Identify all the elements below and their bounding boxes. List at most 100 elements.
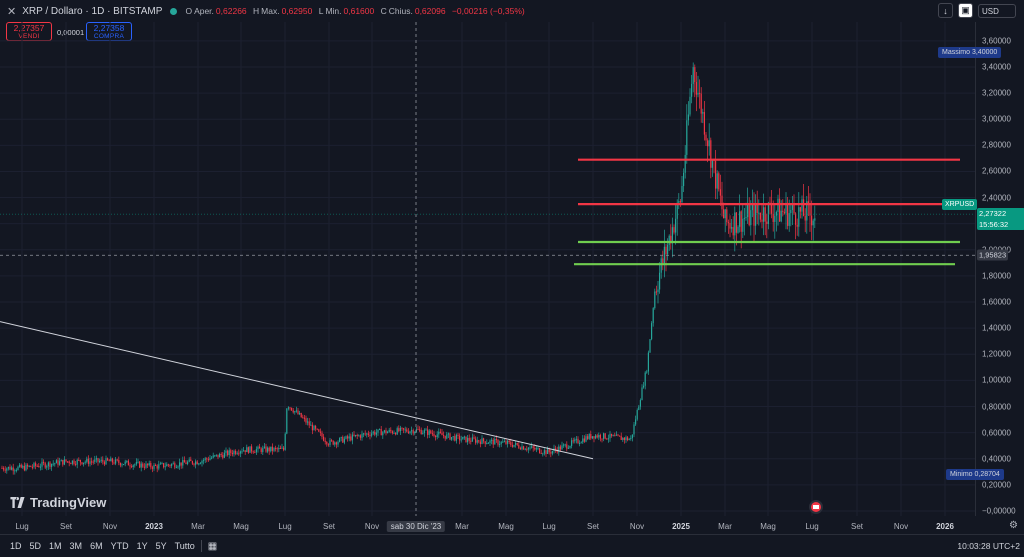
spread-value: 0,00001 — [57, 28, 85, 37]
candle-body — [110, 458, 112, 462]
candle-body — [598, 434, 600, 438]
candle-body — [214, 455, 216, 457]
candle-body — [585, 436, 587, 442]
candle-body — [6, 468, 8, 471]
trendline[interactable] — [0, 213, 975, 460]
candle-body — [169, 465, 171, 467]
range-button-1m[interactable]: 1M — [49, 541, 62, 551]
time-axis[interactable]: Lug Set Nov 2023 Mar Mag Lug Set Nov Mar Mag Lug Set… — [0, 516, 975, 534]
clock[interactable]: 10:03:28 UTC+2 — [957, 541, 1020, 551]
time-tick: Mag — [498, 522, 514, 531]
candle-body — [795, 213, 797, 225]
candle-body — [404, 429, 406, 431]
candle-body — [84, 461, 86, 463]
candle-body — [75, 463, 77, 465]
candle-body — [583, 438, 585, 442]
candle-body — [39, 466, 41, 468]
candle-body — [403, 428, 405, 430]
candle-body — [199, 463, 201, 465]
candle-body — [215, 454, 217, 456]
download-icon[interactable]: ↓ — [938, 3, 953, 18]
candle-body — [108, 460, 110, 462]
screenshot-icon[interactable]: ▣ — [958, 3, 973, 18]
range-button-tutto[interactable]: Tutto — [174, 541, 195, 551]
candle-body — [483, 438, 485, 442]
candle-body — [351, 434, 353, 441]
candle-body — [126, 460, 128, 462]
sell-price: 2,27357 — [13, 23, 45, 33]
range-button-5y[interactable]: 5Y — [155, 541, 167, 551]
max-value: 3,40000 — [971, 49, 998, 56]
candle-body — [755, 203, 757, 226]
candle-body — [651, 323, 653, 340]
close-icon[interactable]: ✕ — [7, 5, 17, 18]
low-text: Min. — [325, 6, 342, 16]
candle-body — [775, 211, 777, 216]
candle-body — [659, 272, 661, 290]
candle-body — [339, 438, 341, 442]
candle-body — [676, 202, 678, 219]
candle-body — [451, 437, 453, 440]
candle-body — [100, 459, 102, 462]
date-range-icon[interactable]: ▦ — [207, 540, 218, 552]
candle-body — [166, 464, 168, 467]
range-button-1y[interactable]: 1Y — [136, 541, 148, 551]
chart-pane[interactable] — [0, 22, 975, 516]
symbol-title[interactable]: XRP / Dollaro · 1D · BITSTAMP — [22, 5, 163, 17]
candle-body — [681, 186, 683, 203]
range-button-1d[interactable]: 1D — [10, 541, 22, 551]
candle-body — [259, 446, 261, 449]
market-status-icon — [170, 7, 178, 15]
candle-body — [759, 212, 761, 220]
candle-body — [263, 446, 265, 448]
settings-gear-icon[interactable]: ⚙ — [1009, 520, 1018, 531]
candle-body — [724, 209, 726, 219]
candle-body — [252, 451, 254, 453]
time-tick: Lug — [15, 522, 29, 531]
candle-body — [257, 446, 259, 450]
candle-body — [601, 438, 603, 440]
range-button-6m[interactable]: 6M — [90, 541, 103, 551]
candle-body — [316, 428, 318, 430]
candle-body — [371, 433, 373, 436]
candle-body — [375, 432, 377, 435]
candle-body — [636, 410, 638, 420]
price-axis[interactable]: 3,60000 3,40000 3,20000 3,00000 2,80000 2,600… — [975, 22, 1024, 516]
candle-body — [735, 212, 737, 233]
trendline-segment[interactable] — [0, 321, 594, 460]
candle-body — [19, 464, 21, 467]
candle-body — [319, 431, 321, 433]
candle-body — [420, 429, 422, 435]
high-value: 0,62950 — [281, 6, 313, 16]
level-lines[interactable] — [574, 158, 960, 266]
candle-body — [665, 246, 667, 255]
range-button-3m[interactable]: 3M — [69, 541, 83, 551]
candle-body — [811, 215, 813, 226]
candle-body — [639, 400, 641, 407]
candle-body — [606, 438, 608, 440]
candle-body — [607, 438, 609, 440]
candle-body — [73, 460, 75, 464]
tradingview-logo[interactable]: TradingView — [9, 495, 106, 510]
price-tick: 2,80000 — [982, 140, 1011, 150]
candle-body — [195, 461, 197, 465]
candle-body — [633, 424, 635, 435]
candle-body — [473, 437, 475, 439]
time-tick: Nov — [893, 522, 909, 531]
range-button-ytd[interactable]: YTD — [110, 541, 129, 551]
currency-select[interactable]: USD — [978, 3, 1016, 18]
candle-body — [809, 203, 811, 216]
candle-body — [780, 210, 782, 222]
candle-body — [147, 463, 149, 466]
us-flag-icon[interactable] — [809, 500, 823, 514]
candle-body — [460, 439, 462, 441]
candle-body — [347, 436, 349, 439]
candle-body — [247, 447, 249, 453]
candle-body — [539, 448, 541, 453]
candle-body — [423, 430, 425, 433]
candle-body — [756, 203, 758, 213]
candle-body — [313, 425, 315, 431]
candle-body — [419, 429, 421, 431]
range-button-5d[interactable]: 5D — [29, 541, 42, 551]
candle-body — [611, 433, 613, 436]
